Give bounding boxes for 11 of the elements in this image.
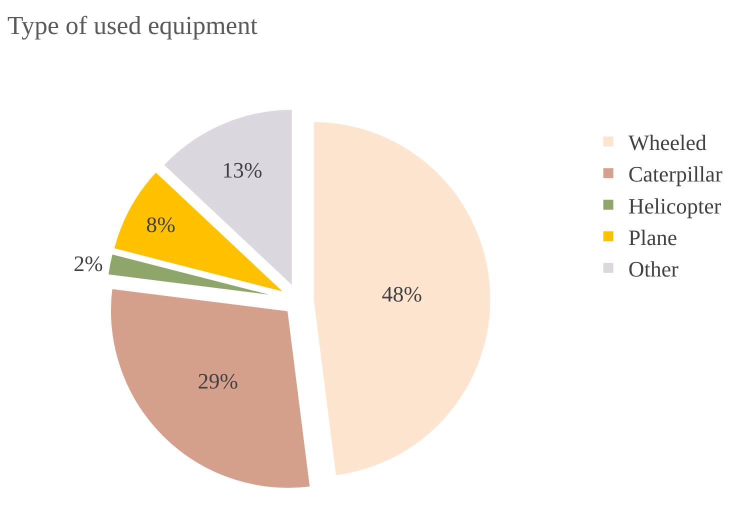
data-label: 2%	[74, 251, 103, 276]
legend-label: Other	[628, 256, 680, 282]
data-label: 8%	[146, 212, 176, 238]
legend-label: Helicopter	[628, 193, 722, 218]
legend-label: Plane	[628, 224, 678, 250]
data-label: 29%	[198, 368, 238, 394]
data-label: 13%	[222, 157, 262, 182]
legend-label: Caterpillar	[628, 162, 724, 187]
data-label: 48%	[382, 281, 422, 306]
chart-title: Type of used equipment	[7, 10, 258, 40]
legend-label: Wheeled	[628, 130, 706, 156]
